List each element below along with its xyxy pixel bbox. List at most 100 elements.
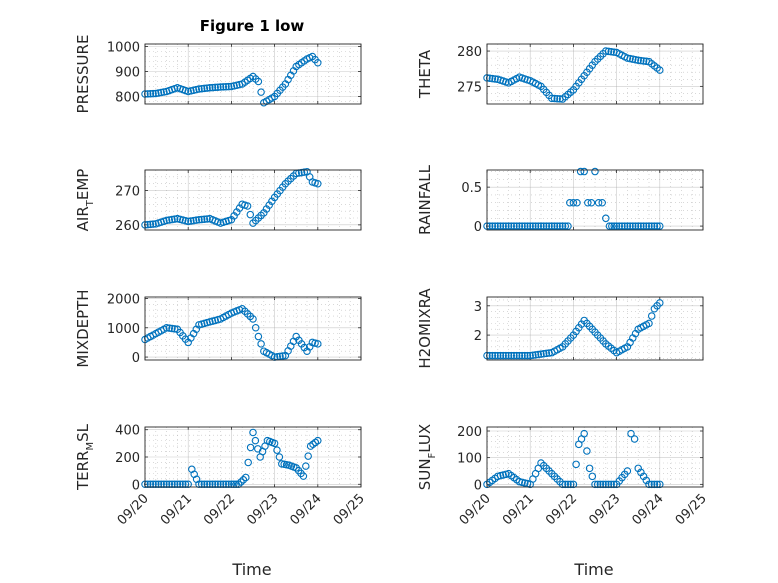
data-point [203,215,211,223]
data-point [629,222,637,230]
data-point [195,480,203,489]
data-point [200,480,209,489]
data-point [510,351,518,360]
data-point [523,222,532,230]
y-tick-label: 270 [115,185,140,200]
data-point [604,480,613,489]
data-point [610,480,618,489]
data-point [491,351,499,360]
data-point [170,215,179,223]
figure-title: Figure 1 low [200,17,305,35]
data-point [206,480,214,489]
y-tick-label: 200 [115,451,140,466]
data-point [149,89,157,98]
data-point [206,84,214,92]
data-point [542,349,551,358]
data-point [499,222,507,230]
data-point [234,480,243,489]
data-series [483,47,664,103]
data-series [141,428,322,489]
data-point [645,480,653,489]
data-point [605,222,614,230]
data-point [222,83,230,91]
y-axis-label: RAINFALL [416,164,434,235]
data-point [195,215,203,224]
data-point [507,222,516,230]
data-point [244,458,252,467]
data-point [200,84,209,93]
subplot-8: 09/20 09/21 09/22 09/23 09/24 09/25 0 100 200 SUN… [416,424,710,529]
data-point [152,480,160,489]
data-point [197,480,206,489]
data-point [314,58,322,67]
x-tick-label: 09/24 [288,491,325,528]
data-point [176,480,184,489]
data-point [512,222,521,230]
x-tick-label: 09/22 [201,491,238,528]
plot-area [487,170,703,230]
x-tick-label: 09/22 [543,491,580,528]
y-tick-label: 260 [115,219,140,234]
data-point [553,94,561,103]
data-point [539,350,548,358]
data-point [534,222,543,230]
data-point [537,350,545,358]
y-axis-label: THETA [416,49,434,99]
data-point [162,480,171,489]
y-tick-label: 1000 [107,41,140,56]
axes-box [144,296,362,361]
data-point [521,351,529,360]
data-point [629,55,637,63]
y-tick-label: 1000 [107,322,140,337]
x-tick-label: 09/24 [630,491,667,528]
data-point [496,222,505,230]
data-point [232,480,240,489]
y-tick-label: 0 [474,478,482,493]
data-point [656,299,664,307]
data-point [211,480,219,489]
data-point [594,198,603,207]
data-point [184,217,192,226]
data-point [165,324,174,332]
data-point [631,222,640,230]
data-point [216,480,225,489]
data-point [208,480,217,489]
data-point [187,217,195,225]
data-point [496,351,505,360]
data-point [537,222,545,230]
data-point [591,167,599,176]
data-point [542,222,551,230]
data-point [564,222,572,230]
data-point [189,216,198,225]
y-tick-label: 275 [457,80,482,95]
data-point [573,198,581,207]
data-point [149,220,157,228]
data-point [302,462,310,470]
data-point [653,222,661,230]
data-point [569,480,578,489]
subplot-6: 2 3 H2OMIXRA [416,288,704,369]
data-point [626,54,634,63]
data-point [653,480,661,489]
data-point [584,198,592,207]
y-tick-label: 2000 [107,292,140,307]
data-point [488,351,497,360]
data-point [583,447,591,455]
data-point [219,480,228,489]
data-point [273,446,281,454]
y-tick-label: 0.5 [461,181,482,196]
data-point [602,480,610,489]
plot-area [487,44,703,104]
axes-box [486,43,704,105]
data-point [645,319,653,328]
axes-box [486,296,704,361]
data-point [627,429,635,438]
data-point [143,480,152,489]
data-point [531,222,540,230]
data-point [146,90,155,98]
data-series [483,299,664,360]
data-point [203,480,211,489]
y-axis-label: AIRTEMP [74,169,96,232]
data-point [246,443,255,452]
data-point [249,315,257,323]
